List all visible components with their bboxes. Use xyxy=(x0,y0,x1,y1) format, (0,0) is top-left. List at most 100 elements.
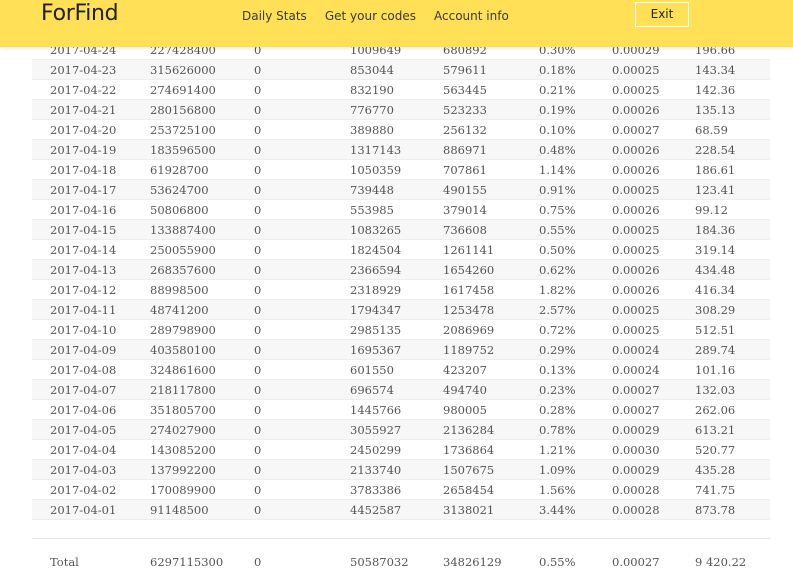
zero-cell: 0 xyxy=(254,323,262,337)
amount-cell: 184.36 xyxy=(695,223,736,237)
hits-cell: 696574 xyxy=(350,383,394,397)
rate-cell: 0.00025 xyxy=(612,63,660,77)
amount-cell: 319.14 xyxy=(695,243,736,257)
date-cell: 2017-04-01 xyxy=(50,503,117,517)
table-row: 2017-04-19 183596500 0 1317143 886971 0.48% 0.… xyxy=(32,140,770,160)
uniques-cell: 490155 xyxy=(443,183,487,197)
rate-cell: 0.00027 xyxy=(612,383,660,397)
impressions-cell: 289798900 xyxy=(150,323,216,337)
rate-cell: 0.00030 xyxy=(612,443,660,457)
rate-cell: 0.00024 xyxy=(612,343,660,357)
uniques-cell: 1261141 xyxy=(443,243,495,257)
hits-cell: 389880 xyxy=(350,123,394,137)
date-cell: 2017-04-23 xyxy=(50,63,117,77)
uniques-cell: 886971 xyxy=(443,143,487,157)
hits-cell: 1695367 xyxy=(350,343,402,357)
hits-cell: 1824504 xyxy=(350,243,402,257)
zero-cell: 0 xyxy=(254,243,262,257)
uniques-cell: 1617458 xyxy=(443,283,495,297)
hits-cell: 553985 xyxy=(350,203,394,217)
hits-cell: 3783386 xyxy=(350,483,402,497)
table-row: 2017-04-05 274027900 0 3055927 2136284 0.78% 0… xyxy=(32,420,770,440)
amount-cell: 68.59 xyxy=(695,123,728,137)
rate-cell: 0.00025 xyxy=(612,303,660,317)
total-label: Total xyxy=(50,555,79,569)
uniques-cell: 494740 xyxy=(443,383,487,397)
daily-stats-table: 2017-04-24 227428400 0 1009649 680892 0.30% 0.… xyxy=(32,40,770,520)
date-cell: 2017-04-16 xyxy=(50,203,117,217)
table-row: 2017-04-02 170089900 0 3783386 2658454 1.56% 0… xyxy=(32,480,770,500)
zero-cell: 0 xyxy=(254,503,262,517)
amount-cell: 101.16 xyxy=(695,363,736,377)
nav-get-your-codes[interactable]: Get your codes xyxy=(324,9,417,23)
ratio-cell: 2.57% xyxy=(539,303,576,317)
impressions-cell: 50806800 xyxy=(150,203,209,217)
table-row: 2017-04-18 61928700 0 1050359 707861 1.14% 0.0… xyxy=(32,160,770,180)
uniques-cell: 1736864 xyxy=(443,443,495,457)
table-row: 2017-04-22 274691400 0 832190 563445 0.21% 0.0… xyxy=(32,80,770,100)
amount-cell: 123.41 xyxy=(695,183,736,197)
zero-cell: 0 xyxy=(254,403,262,417)
amount-cell: 132.03 xyxy=(695,383,736,397)
date-cell: 2017-04-06 xyxy=(50,403,117,417)
rate-cell: 0.00026 xyxy=(612,263,660,277)
uniques-cell: 379014 xyxy=(443,203,487,217)
date-cell: 2017-04-12 xyxy=(50,283,117,297)
table-row: 2017-04-15 133887400 0 1083265 736608 0.55% 0.… xyxy=(32,220,770,240)
date-cell: 2017-04-18 xyxy=(50,163,117,177)
hits-cell: 739448 xyxy=(350,183,394,197)
hits-cell: 832190 xyxy=(350,83,394,97)
ratio-cell: 0.91% xyxy=(539,183,576,197)
zero-cell: 0 xyxy=(254,283,262,297)
total-cell: 9 420.22 xyxy=(695,555,747,569)
zero-cell: 0 xyxy=(254,383,262,397)
nav-account-info[interactable]: Account info xyxy=(434,9,509,23)
zero-cell: 0 xyxy=(254,423,262,437)
table-row: 2017-04-12 88998500 0 2318929 1617458 1.82% 0.… xyxy=(32,280,770,300)
amount-cell: 512.51 xyxy=(695,323,736,337)
ratio-cell: 0.75% xyxy=(539,203,576,217)
total-cell: 6297115300 xyxy=(150,555,224,569)
zero-cell: 0 xyxy=(254,363,262,377)
impressions-cell: 268357600 xyxy=(150,263,216,277)
uniques-cell: 523233 xyxy=(443,103,487,117)
table-row: 2017-04-08 324861600 0 601550 423207 0.13% 0.0… xyxy=(32,360,770,380)
total-cell: 34826129 xyxy=(443,555,502,569)
rate-cell: 0.00025 xyxy=(612,83,660,97)
table-row: 2017-04-17 53624700 0 739448 490155 0.91% 0.00… xyxy=(32,180,770,200)
uniques-cell: 2658454 xyxy=(443,483,495,497)
hits-cell: 2318929 xyxy=(350,283,402,297)
impressions-cell: 403580100 xyxy=(150,343,216,357)
table-row: 2017-04-03 137992200 0 2133740 1507675 1.09% 0… xyxy=(32,460,770,480)
rate-cell: 0.00025 xyxy=(612,183,660,197)
hits-cell: 4452587 xyxy=(350,503,402,517)
ratio-cell: 0.13% xyxy=(539,363,576,377)
hits-cell: 1445766 xyxy=(350,403,402,417)
hits-cell: 2985135 xyxy=(350,323,402,337)
ratio-cell: 0.10% xyxy=(539,123,576,137)
hits-cell: 2450299 xyxy=(350,443,402,457)
hits-cell: 1050359 xyxy=(350,163,402,177)
zero-cell: 0 xyxy=(254,83,262,97)
amount-cell: 186.61 xyxy=(695,163,736,177)
total-cell: 0.55% xyxy=(539,555,576,569)
exit-button[interactable]: Exit xyxy=(635,2,689,27)
zero-cell: 0 xyxy=(254,123,262,137)
uniques-cell: 2086969 xyxy=(443,323,495,337)
nav-daily-stats[interactable]: Daily Stats xyxy=(242,9,307,23)
hits-cell: 776770 xyxy=(350,103,394,117)
impressions-cell: 88998500 xyxy=(150,283,209,297)
amount-cell: 520.77 xyxy=(695,443,736,457)
date-cell: 2017-04-15 xyxy=(50,223,117,237)
zero-cell: 0 xyxy=(254,223,262,237)
zero-cell: 0 xyxy=(254,343,262,357)
amount-cell: 434.48 xyxy=(695,263,736,277)
date-cell: 2017-04-08 xyxy=(50,363,117,377)
impressions-cell: 274691400 xyxy=(150,83,216,97)
hits-cell: 2133740 xyxy=(350,463,402,477)
zero-cell: 0 xyxy=(254,143,262,157)
date-cell: 2017-04-13 xyxy=(50,263,117,277)
ratio-cell: 1.21% xyxy=(539,443,576,457)
date-cell: 2017-04-03 xyxy=(50,463,117,477)
hits-cell: 853044 xyxy=(350,63,394,77)
